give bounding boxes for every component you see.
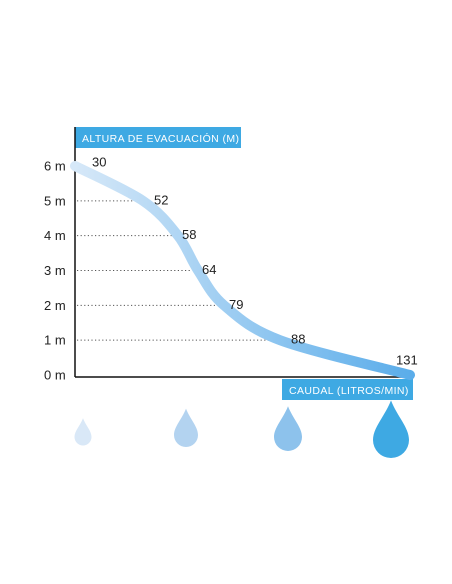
y-tick-label: 6 m	[44, 159, 66, 174]
flow-data-label: 52	[154, 192, 168, 207]
flow-data-label: 79	[229, 297, 243, 312]
y-tick-label: 0 m	[44, 368, 66, 383]
flow-data-label: 58	[182, 227, 196, 242]
y-tick-label: 5 m	[44, 193, 66, 208]
y-axis-title-box	[75, 127, 241, 148]
water-drop-icon	[274, 406, 302, 451]
y-tick-label: 4 m	[44, 228, 66, 243]
y-tick-label: 1 m	[44, 333, 66, 348]
y-tick-label: 2 m	[44, 298, 66, 313]
x-axis-title-box	[282, 379, 413, 400]
pump-curve-line	[70, 161, 415, 380]
water-drop-icon	[373, 400, 409, 458]
y-tick-label: 3 m	[44, 263, 66, 278]
flow-data-label: 64	[202, 262, 216, 277]
water-drop-icon	[74, 418, 92, 446]
y-axis-title: ALTURA DE EVACUACIÓN (M)	[82, 132, 239, 145]
water-drop-icon	[174, 408, 198, 447]
flow-data-label: 30	[92, 155, 106, 170]
flow-data-label: 88	[291, 332, 305, 347]
x-axis-title: CAUDAL (LITROS/MIN)	[289, 385, 409, 397]
flow-data-label: 131	[396, 353, 418, 368]
